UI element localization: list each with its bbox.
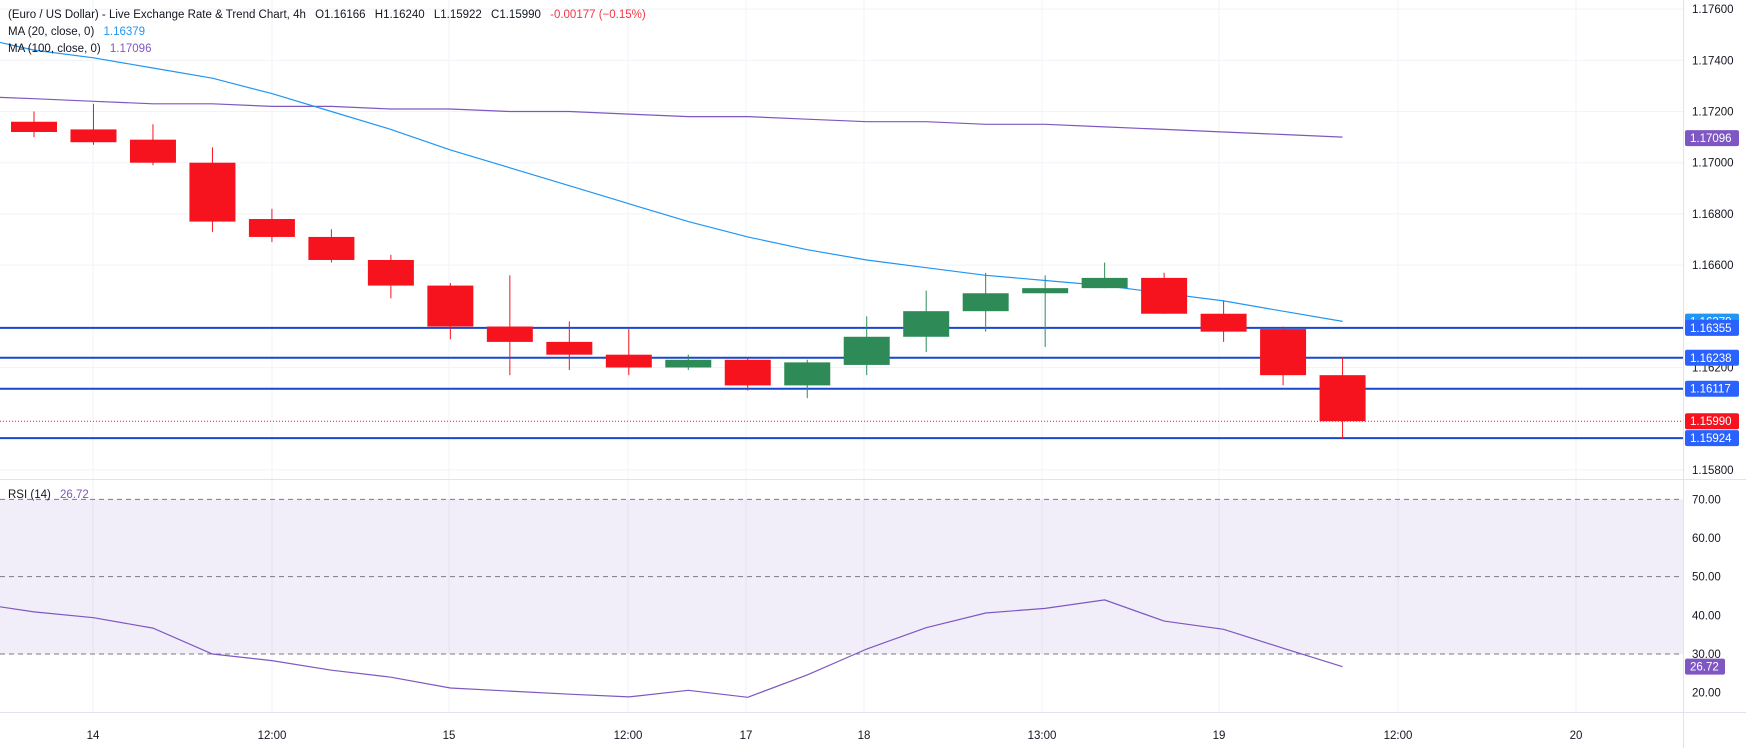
legend-ma20-value: 1.16379 bbox=[103, 26, 146, 38]
time-axis-label: 12:00 bbox=[258, 730, 287, 742]
line-tag-1.15924: 1.15924 bbox=[1690, 433, 1732, 445]
legend-ma100-value: 1.17096 bbox=[109, 43, 152, 55]
ohlc-low: L1.15922 bbox=[433, 9, 482, 21]
candle-body bbox=[11, 121, 57, 132]
rsi-line bbox=[0, 599, 1343, 698]
time-axis-label: 20 bbox=[1570, 730, 1583, 742]
legend-ma20[interactable]: MA (20, close, 0) 1.16379 bbox=[8, 26, 151, 38]
ohlc-open: O1.16166 bbox=[315, 9, 366, 21]
candle-body bbox=[427, 285, 474, 327]
candle-body bbox=[843, 336, 890, 365]
legend-ma20-label: MA (20, close, 0) bbox=[8, 26, 95, 38]
ma100-line bbox=[0, 96, 1343, 138]
candle-body bbox=[962, 293, 1009, 312]
rsi-tick-label: 60.00 bbox=[1692, 533, 1721, 545]
time-axis-label: 12:00 bbox=[614, 730, 643, 742]
candle-body bbox=[367, 259, 414, 286]
rsi-tick-label: 20.00 bbox=[1692, 688, 1721, 700]
line-tag-1.15924-bg bbox=[1685, 430, 1739, 447]
line-tag-1.16117-bg bbox=[1685, 380, 1739, 397]
candle-body bbox=[70, 129, 117, 143]
ohlc-change: -0.00177 (−0.15%) bbox=[550, 9, 646, 21]
time-axis-label: 18 bbox=[858, 730, 871, 742]
line-tag-1.16117: 1.16117 bbox=[1690, 384, 1731, 396]
rsi-tick-label: 40.00 bbox=[1692, 610, 1721, 622]
ohlc-close: C1.15990 bbox=[491, 9, 541, 21]
price-tick-label: 1.17200 bbox=[1692, 107, 1734, 119]
price-tick-label: 1.16600 bbox=[1692, 260, 1734, 272]
line-tag-1.16238-bg bbox=[1685, 349, 1739, 366]
candle-body bbox=[1081, 277, 1128, 289]
candle-body bbox=[248, 219, 295, 237]
price-tag-1.15990: 1.15990 bbox=[1690, 416, 1732, 428]
price-tag-1.17096-bg bbox=[1685, 130, 1739, 147]
line-tag-1.16238: 1.16238 bbox=[1690, 353, 1732, 365]
price-tag-1.17096: 1.17096 bbox=[1690, 133, 1732, 145]
legend-ma100-label: MA (100, close, 0) bbox=[8, 43, 101, 55]
candle-body bbox=[605, 354, 652, 368]
chart-title: (Euro / US Dollar) - Live Exchange Rate … bbox=[8, 9, 306, 21]
time-axis-label: 14 bbox=[87, 730, 100, 742]
time-axis-label: 15 bbox=[443, 730, 456, 742]
time-axis-label: 19 bbox=[1213, 730, 1226, 742]
candle-body bbox=[1260, 329, 1307, 376]
candle-body bbox=[546, 341, 593, 355]
time-axis-label: 12:00 bbox=[1384, 730, 1413, 742]
time-axis-label: 17 bbox=[740, 730, 753, 742]
legend-ma100[interactable]: MA (100, close, 0) 1.17096 bbox=[8, 43, 157, 55]
candle-body bbox=[189, 162, 236, 222]
price-tick-label: 1.17000 bbox=[1692, 158, 1734, 170]
line-tag-1.16355-bg bbox=[1685, 319, 1739, 336]
candle-body bbox=[129, 139, 176, 163]
rsi-tick-label: 70.00 bbox=[1692, 494, 1721, 506]
line-tag-1.16355: 1.16355 bbox=[1690, 323, 1732, 335]
candle-body bbox=[784, 362, 831, 386]
rsi-value-tag-bg bbox=[1685, 658, 1725, 675]
rsi-tick-label: 30.00 bbox=[1692, 649, 1721, 661]
candle-body bbox=[486, 326, 533, 342]
candle-body bbox=[1200, 313, 1247, 332]
rsi-value-tag: 26.72 bbox=[1690, 662, 1719, 674]
ohlc-high: H1.16240 bbox=[374, 9, 425, 21]
candle-body bbox=[1319, 375, 1366, 422]
rsi-tick-label: 50.00 bbox=[1692, 572, 1721, 584]
candle-body bbox=[903, 311, 950, 337]
legend-rsi[interactable]: RSI (14) 26.72 bbox=[8, 489, 95, 501]
candle-body bbox=[1141, 277, 1188, 314]
price-tick-label: 1.17600 bbox=[1692, 4, 1734, 16]
legend-rsi-label: RSI (14) bbox=[8, 489, 51, 501]
candle-body bbox=[724, 359, 771, 386]
time-axis-label: 13:00 bbox=[1028, 730, 1057, 742]
candle-body bbox=[665, 359, 712, 368]
price-tag-1.15990-bg bbox=[1685, 413, 1739, 430]
candle-body bbox=[1022, 288, 1069, 294]
price-tick-label: 1.16800 bbox=[1692, 209, 1734, 221]
chart-header: (Euro / US Dollar) - Live Exchange Rate … bbox=[8, 9, 652, 21]
price-tick-label: 1.17400 bbox=[1692, 55, 1734, 67]
price-tick-label: 1.15800 bbox=[1692, 465, 1734, 477]
legend-rsi-value: 26.72 bbox=[60, 489, 89, 501]
candle-body bbox=[308, 236, 355, 260]
